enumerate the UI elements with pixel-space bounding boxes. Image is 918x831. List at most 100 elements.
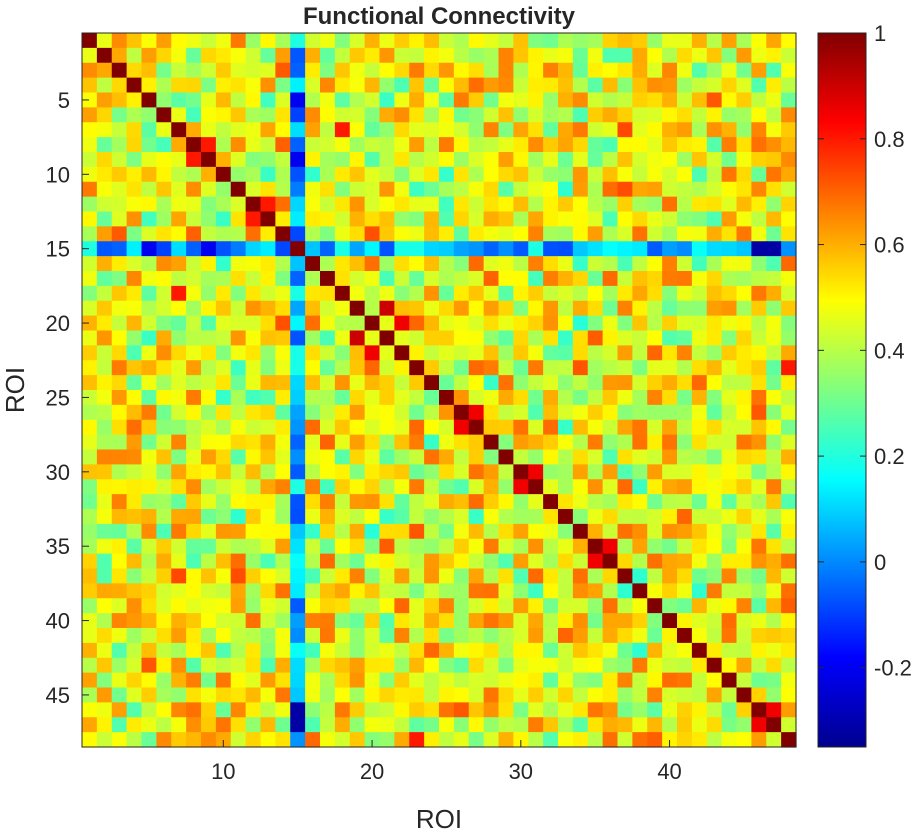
heatmap-cell <box>662 33 678 49</box>
heatmap-cell <box>498 672 514 689</box>
heatmap-cell <box>453 553 470 570</box>
heatmap-cell <box>320 434 336 451</box>
heatmap-cell <box>572 434 589 451</box>
heatmap-cell <box>111 241 128 257</box>
heatmap-cell <box>171 152 187 168</box>
heatmap-cell <box>513 77 529 94</box>
heatmap-cell <box>558 92 574 108</box>
heatmap-cell <box>677 598 693 614</box>
heatmap-cell <box>424 152 440 168</box>
heatmap-cell <box>632 196 648 213</box>
heatmap-cell <box>543 538 559 555</box>
heatmap-cell <box>781 598 797 614</box>
heatmap-cell <box>424 672 440 689</box>
heatmap-cell <box>513 241 529 257</box>
heatmap-cell <box>587 628 604 644</box>
heatmap-cell <box>141 538 157 555</box>
heatmap-cell <box>260 613 276 629</box>
colorbar-tick-label: 0.2 <box>874 444 905 469</box>
heatmap-cell <box>691 315 708 332</box>
heatmap-cell <box>111 390 128 406</box>
heatmap-cell <box>706 92 723 108</box>
heatmap-cell <box>245 732 262 748</box>
heatmap-cell <box>691 449 708 465</box>
heatmap-cell <box>647 509 663 525</box>
heatmap-cell <box>171 77 187 94</box>
heatmap-cell <box>96 345 113 361</box>
heatmap-cell <box>736 419 752 436</box>
heatmap-cell <box>766 672 782 689</box>
heatmap-cell <box>483 241 500 257</box>
heatmap-cell <box>275 613 291 629</box>
heatmap-cell <box>528 152 544 168</box>
heatmap-cell <box>766 62 782 79</box>
heatmap-cell <box>453 687 470 703</box>
heatmap-cell <box>528 657 544 674</box>
heatmap-cell <box>453 419 470 436</box>
heatmap-cell <box>617 464 633 480</box>
heatmap-cell <box>424 166 440 183</box>
heatmap-cell <box>483 107 500 123</box>
heatmap-cell <box>439 315 455 332</box>
heatmap-cell <box>483 613 500 629</box>
heatmap-cell <box>647 166 663 183</box>
heatmap-cell <box>632 271 648 287</box>
heatmap-cell <box>111 375 128 391</box>
heatmap-cell <box>126 181 143 198</box>
heatmap-cell <box>409 494 425 510</box>
heatmap-cell <box>602 732 619 748</box>
heatmap-cell <box>439 137 455 153</box>
heatmap-cell <box>439 672 455 689</box>
heatmap-cell <box>156 330 172 346</box>
heatmap-cell <box>111 404 128 421</box>
heatmap-cell <box>751 687 767 703</box>
heatmap-cell <box>290 92 306 108</box>
heatmap-cell <box>96 598 113 614</box>
heatmap-cell <box>334 419 351 436</box>
heatmap-cell <box>409 404 425 421</box>
heatmap-cell <box>543 137 559 153</box>
heatmap-cell <box>543 122 559 138</box>
heatmap-cell <box>275 92 291 108</box>
heatmap-cell <box>691 271 708 287</box>
heatmap-cell <box>141 285 157 302</box>
heatmap-cell <box>528 509 544 525</box>
heatmap-cell <box>647 553 663 570</box>
heatmap-cell <box>706 702 723 718</box>
heatmap-cell <box>528 687 544 703</box>
heatmap-cell <box>602 523 619 540</box>
heatmap-cell <box>647 598 663 614</box>
heatmap-cell <box>201 315 217 332</box>
heatmap-cell <box>528 375 544 391</box>
heatmap-cell <box>543 107 559 123</box>
heatmap-cell <box>721 196 738 213</box>
heatmap-cell <box>260 583 276 599</box>
heatmap-cell <box>245 464 262 480</box>
heatmap-cell <box>587 657 604 674</box>
heatmap-cell <box>126 196 143 213</box>
heatmap-cell <box>751 137 767 153</box>
heatmap-cell <box>483 523 500 540</box>
heatmap-cell <box>186 33 202 49</box>
heatmap-cell <box>215 315 232 332</box>
heatmap-cell <box>453 166 470 183</box>
heatmap-cell <box>587 92 604 108</box>
heatmap-cell <box>156 137 172 153</box>
heatmap-cell <box>736 345 752 361</box>
heatmap-cell <box>691 509 708 525</box>
heatmap-cell <box>543 449 559 465</box>
heatmap-cell <box>394 181 410 198</box>
heatmap-cell <box>82 494 98 510</box>
heatmap-cell <box>230 271 247 287</box>
heatmap-cell <box>736 494 752 510</box>
heatmap-cell <box>290 271 306 287</box>
heatmap-cell <box>572 345 589 361</box>
heatmap-cell <box>483 434 500 451</box>
y-tick-label: 35 <box>46 534 70 559</box>
heatmap-cell <box>230 33 247 49</box>
heatmap-cell <box>201 404 217 421</box>
heatmap-cell <box>543 702 559 718</box>
heatmap-cell <box>632 523 648 540</box>
heatmap-cell <box>82 657 98 674</box>
heatmap-cell <box>409 211 425 227</box>
